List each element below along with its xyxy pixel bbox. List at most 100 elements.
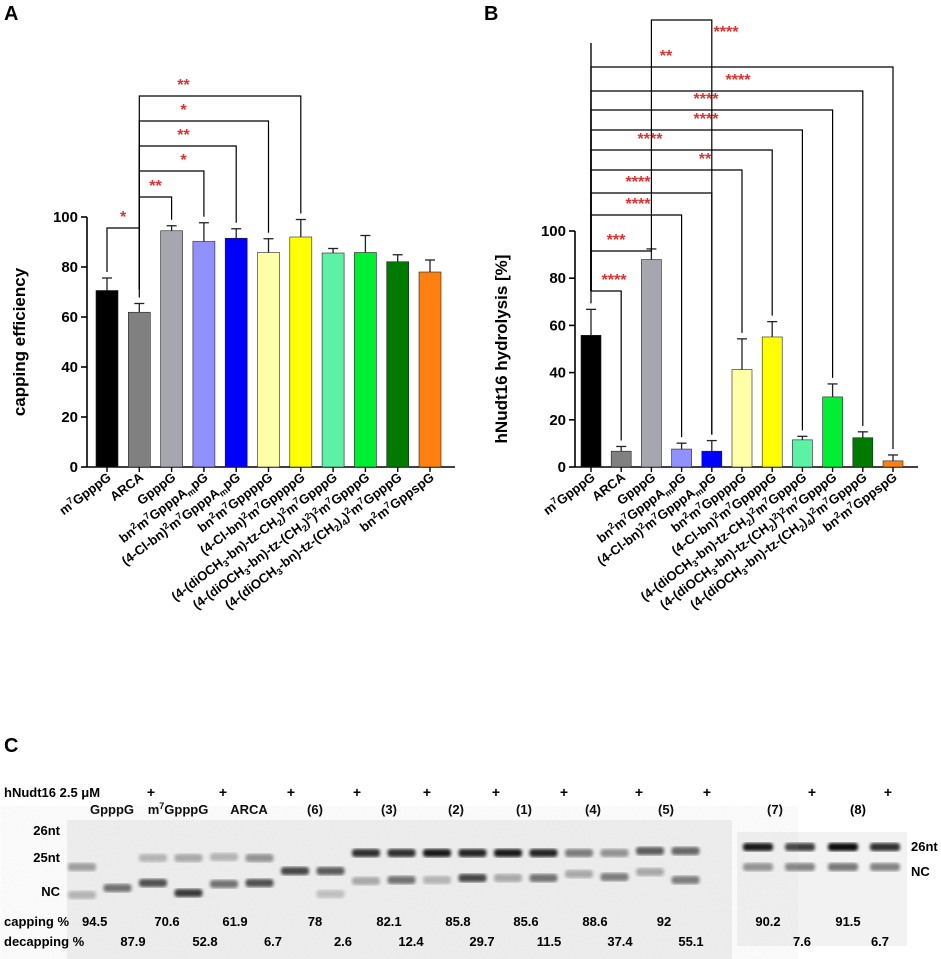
capping-value: 70.6 <box>154 914 179 929</box>
plus-sign: + <box>423 784 431 800</box>
sig-label: **** <box>626 196 652 213</box>
bar <box>761 336 783 468</box>
gel-band <box>870 843 900 851</box>
gel-marker-right: NC <box>911 864 930 879</box>
capping-value: 85.8 <box>445 914 470 929</box>
sig-label: * <box>180 152 187 169</box>
decapping-value: 6.7 <box>264 934 282 949</box>
bar <box>822 396 843 468</box>
bar <box>257 252 280 468</box>
bar <box>882 460 904 468</box>
sig-label: **** <box>694 91 720 108</box>
gel-band <box>828 863 858 871</box>
y-tick-label: 0 <box>558 459 566 476</box>
bar <box>852 437 874 468</box>
panel-label-a: A <box>4 3 18 25</box>
enzyme-label: hNudt16 2.5 μM <box>4 785 100 800</box>
capping-value: 85.6 <box>513 914 538 929</box>
gel-marker-left: 25nt <box>33 850 60 865</box>
bar <box>160 230 183 468</box>
plus-sign: + <box>560 784 568 800</box>
decapping-value: 87.9 <box>120 934 145 949</box>
bar <box>321 252 345 468</box>
plus-sign: + <box>353 784 361 800</box>
plus-sign: + <box>635 784 643 800</box>
lane-group-label: GpppG <box>90 802 134 817</box>
bar <box>731 369 753 468</box>
sig-label: *** <box>607 232 626 249</box>
lane-group-label: (5) <box>658 802 674 817</box>
bar <box>580 335 602 468</box>
sig-label: ** <box>177 127 190 144</box>
plus-sign: + <box>703 784 711 800</box>
lane-group-label: (2) <box>448 802 464 817</box>
decapping-row-label: decapping % <box>4 934 85 949</box>
bar <box>128 311 151 468</box>
bar <box>792 439 813 468</box>
decapping-value: 7.6 <box>793 934 811 949</box>
bar <box>418 271 442 468</box>
sig-bracket <box>590 214 683 438</box>
decapping-value: 29.7 <box>469 934 494 949</box>
y-tick-label: 80 <box>549 270 566 287</box>
sig-bracket <box>106 227 140 298</box>
y-axis-label: hNudt16 hydrolysis [%] <box>492 255 511 444</box>
y-tick-label: 20 <box>549 412 566 429</box>
decapping-value: 37.4 <box>607 934 633 949</box>
capping-value: 90.2 <box>755 914 780 929</box>
gel-band <box>785 863 815 871</box>
sig-label: **** <box>602 272 628 289</box>
plus-sign: + <box>219 784 227 800</box>
bar <box>641 259 662 468</box>
sig-bracket <box>138 145 237 290</box>
decapping-value: 11.5 <box>537 934 562 949</box>
capping-value: 92 <box>657 914 671 929</box>
gel-band <box>870 863 900 871</box>
y-tick-label: 60 <box>61 309 78 326</box>
plus-sign: + <box>808 784 816 800</box>
gel-band <box>785 843 815 851</box>
sig-label: ** <box>177 77 190 94</box>
y-axis-label: capping efficiency <box>10 267 29 416</box>
lane-group-label: ARCA <box>230 802 268 817</box>
sig-label: * <box>180 102 187 119</box>
sig-label: **** <box>694 111 720 128</box>
sig-bracket <box>650 19 713 435</box>
lane-group-label: (8) <box>850 802 866 817</box>
bar <box>224 237 248 468</box>
gel-marker-right: 26nt <box>911 839 938 854</box>
bar <box>610 450 632 468</box>
decapping-value: 55.1 <box>678 934 703 949</box>
y-tick-label: 0 <box>70 459 78 476</box>
sig-bracket <box>590 290 622 441</box>
x-tick-label: m7​GpppG <box>56 469 114 518</box>
sig-label: **** <box>626 174 652 191</box>
bar <box>671 448 692 468</box>
bar <box>289 236 313 468</box>
gel-marker-left: 26nt <box>33 823 60 838</box>
plus-sign: + <box>147 784 155 800</box>
capping-value: 91.5 <box>835 914 860 929</box>
y-tick-label: 100 <box>541 223 566 240</box>
gel-panel: hNudt16 2.5 μM + + + + + + + + + + + GpppG m7GpppG A… <box>4 784 938 959</box>
bar <box>192 241 216 468</box>
plus-sign: + <box>492 784 500 800</box>
lane-group-label: (6) <box>307 802 323 817</box>
sig-label: ** <box>699 151 712 168</box>
capping-value: 88.6 <box>582 914 607 929</box>
y-tick-label: 40 <box>549 365 566 382</box>
sig-label: **** <box>726 72 752 89</box>
lane-group-label: (7) <box>767 802 783 817</box>
sig-label: * <box>120 209 127 226</box>
sig-label: ** <box>660 48 673 65</box>
capping-value: 82.1 <box>376 914 401 929</box>
gel-band <box>743 863 773 871</box>
lane-group-label: m7GpppG <box>148 801 209 817</box>
sig-label: ** <box>149 178 162 195</box>
bar <box>701 450 723 468</box>
capping-value: 78 <box>308 914 322 929</box>
y-tick-label: 60 <box>549 317 566 334</box>
decapping-value: 52.8 <box>192 934 217 949</box>
